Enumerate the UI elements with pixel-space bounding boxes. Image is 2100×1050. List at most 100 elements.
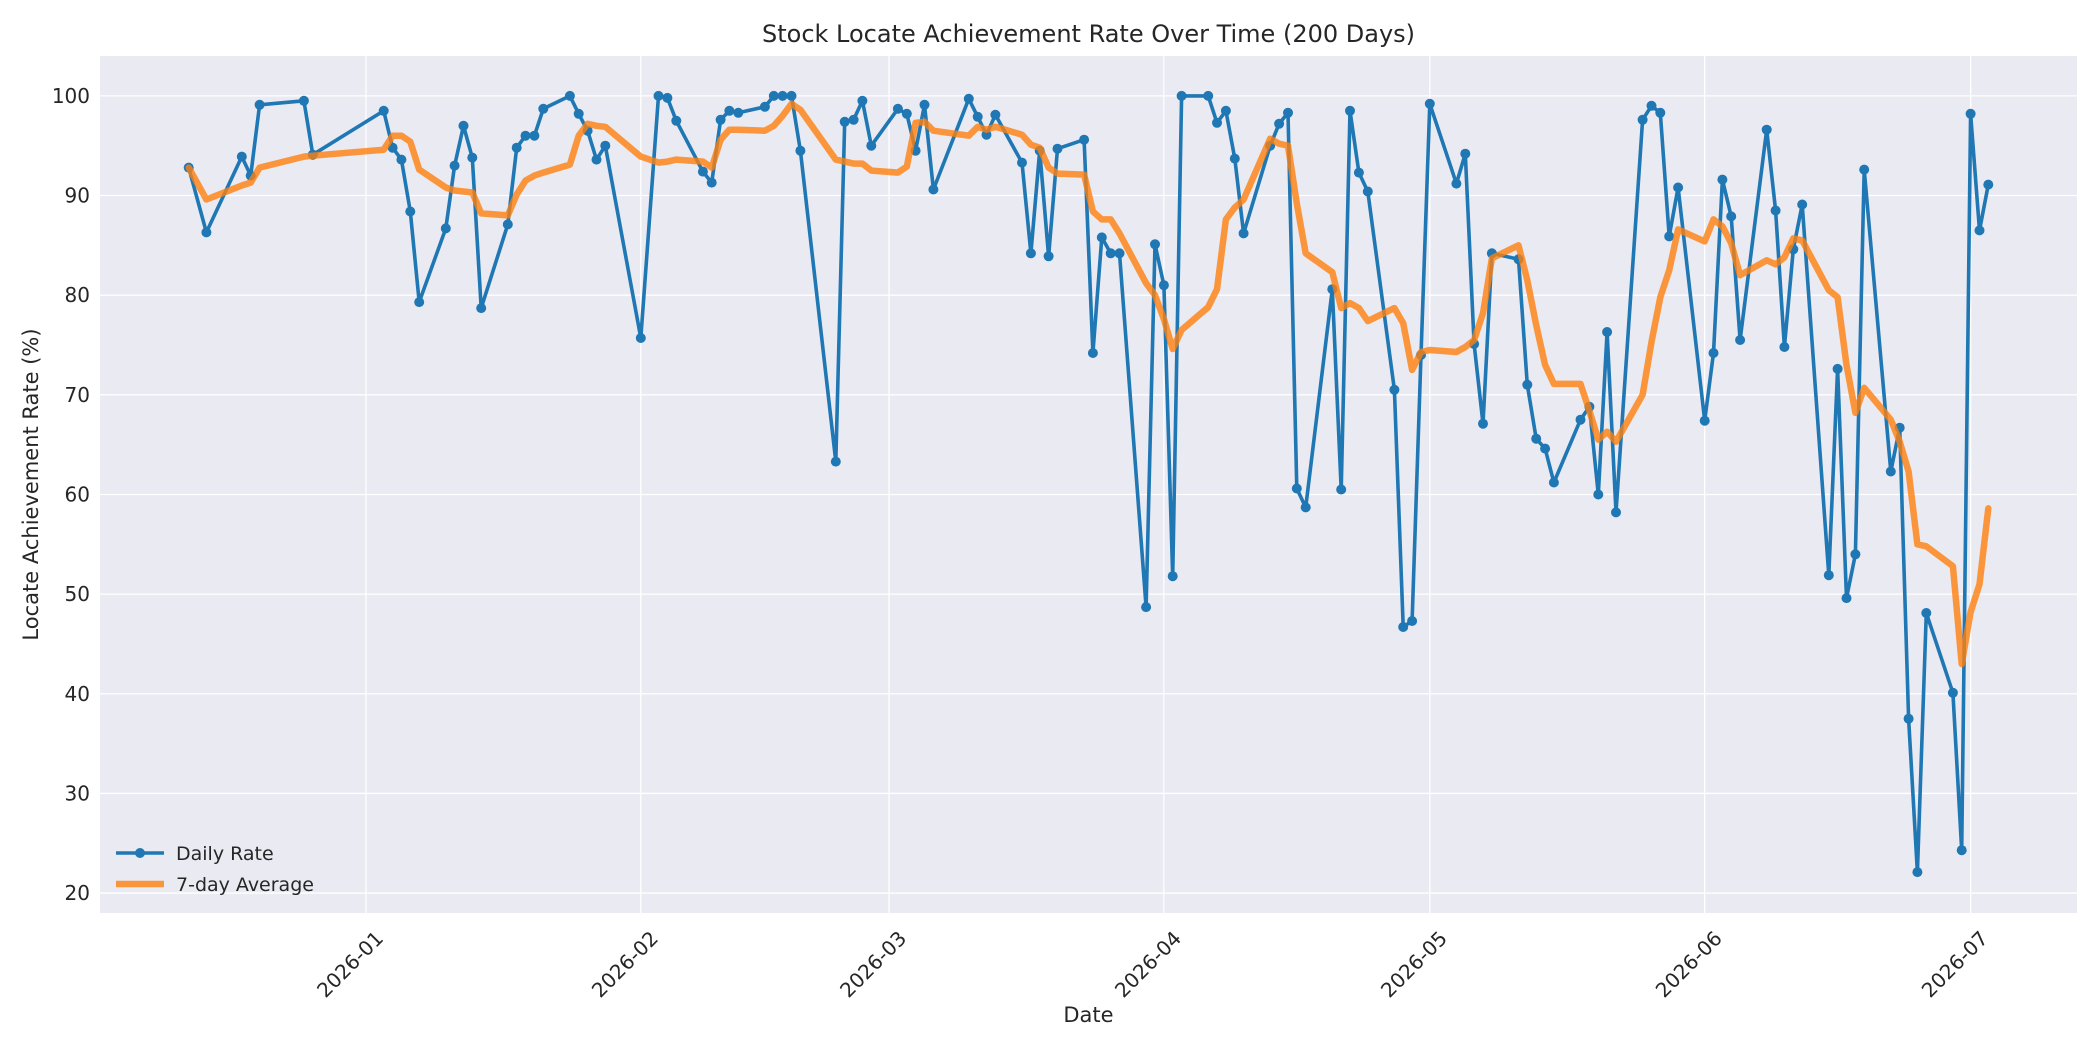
y-tick-label: 20 [65,881,90,905]
daily-rate-point [795,145,806,156]
daily-rate-point [1336,484,1347,495]
x-tick-label: 2026-05 [1376,926,1452,1002]
daily-rate-point [1548,477,1559,488]
daily-rate-point [1859,164,1870,175]
daily-rate-point [1522,379,1533,390]
daily-rate-point [653,90,664,101]
y-tick-label: 100 [52,84,90,108]
daily-rate-point [1087,348,1098,358]
y-tick-label: 80 [65,283,90,307]
daily-rate-point [892,103,903,114]
daily-rate-point [1460,148,1471,159]
legend-daily-rate-label: Daily Rate [176,843,274,865]
y-tick-label: 90 [65,184,90,208]
daily-rate-point [1575,414,1586,425]
daily-rate-point [848,114,859,125]
daily-rate-point [706,177,717,188]
daily-rate-point [1114,248,1125,259]
daily-rate-point [857,95,868,106]
daily-rate-point [1983,179,1994,190]
daily-rate-point [1238,228,1249,239]
daily-rate-point [671,115,682,126]
daily-rate-point [1885,466,1896,477]
daily-rate-point [830,456,841,467]
daily-rate-point [236,151,247,162]
daily-rate-markers [183,90,1994,878]
daily-rate-point [1699,415,1710,426]
y-tick-label: 30 [65,781,90,805]
daily-rate-point [1407,616,1418,626]
daily-rate-point [1052,143,1063,154]
x-tick-label: 2026-01 [312,926,388,1002]
daily-rate-point [529,130,540,141]
y-tick-label: 60 [65,482,90,506]
y-tick-label: 50 [65,582,90,606]
daily-rate-point [759,101,770,112]
x-tick-label: 2026-02 [587,926,663,1002]
daily-rate-point [298,95,309,106]
daily-rate-point [254,99,265,110]
daily-rate-point [1478,418,1488,429]
daily-rate-point [1947,687,1958,698]
series-layer [183,90,1994,878]
daily-rate-point [449,160,460,171]
legend-daily-rate-marker [135,848,145,858]
daily-rate-point [1096,232,1107,243]
daily-rate-point [1655,107,1666,118]
x-tick-label: 2026-07 [1917,926,1993,1002]
daily-rate-point [573,108,584,119]
daily-rate-point [1389,384,1400,395]
daily-rate-point [1300,502,1311,513]
daily-rate-point [777,90,788,101]
daily-rate-point [511,142,522,153]
daily-rate-point [866,140,877,151]
daily-rate-point [1345,105,1355,116]
daily-rate-point [458,120,469,131]
daily-rate-point [538,103,549,114]
daily-rate-point [1823,570,1834,581]
daily-rate-point [1017,157,1027,168]
daily-rate-point [1203,90,1214,101]
daily-rate-point [396,154,407,165]
legend-7-day-average-label: 7-day Average [176,874,314,896]
daily-rate-point [1212,117,1222,128]
daily-rate-point [1424,98,1435,109]
y-tick-label: 70 [65,383,90,407]
daily-rate-point [1761,124,1772,135]
daily-rate-point [697,166,708,177]
daily-rate-point [919,99,930,110]
daily-rate-point [839,116,850,127]
daily-rate-point [1903,713,1914,724]
daily-rate-point [1850,549,1861,560]
daily-rate-point [1274,118,1285,129]
daily-rate-point [476,303,487,314]
y-axis-label: Locate Achievement Rate (%) [19,328,43,640]
grid [100,56,2077,913]
daily-rate-point [1841,593,1852,604]
daily-rate-point [928,184,939,195]
daily-rate-point [1956,845,1967,856]
daily-rate-point [1398,622,1409,632]
daily-rate-point [1779,342,1790,352]
daily-rate-point [715,114,726,125]
daily-rate-point [520,130,531,141]
daily-rate-point [1673,182,1684,193]
x-axis-label: Date [1063,1003,1113,1027]
daily-rate-point [1283,107,1293,118]
x-tick-label: 2026-06 [1651,926,1727,1002]
daily-rate-point [1167,571,1178,582]
7-day-average-line [185,100,1992,668]
daily-rate-point [662,92,673,103]
daily-rate-point [1220,105,1231,116]
daily-rate-point [1770,205,1781,216]
daily-rate-point [1229,153,1240,164]
daily-rate-point [591,154,602,165]
daily-rate-point [972,111,983,122]
daily-rate-point [768,90,779,101]
daily-rate-point [963,93,974,104]
daily-rate-point [635,333,646,343]
x-tick-label: 2026-04 [1110,926,1186,1002]
daily-rate-point [1105,248,1116,259]
